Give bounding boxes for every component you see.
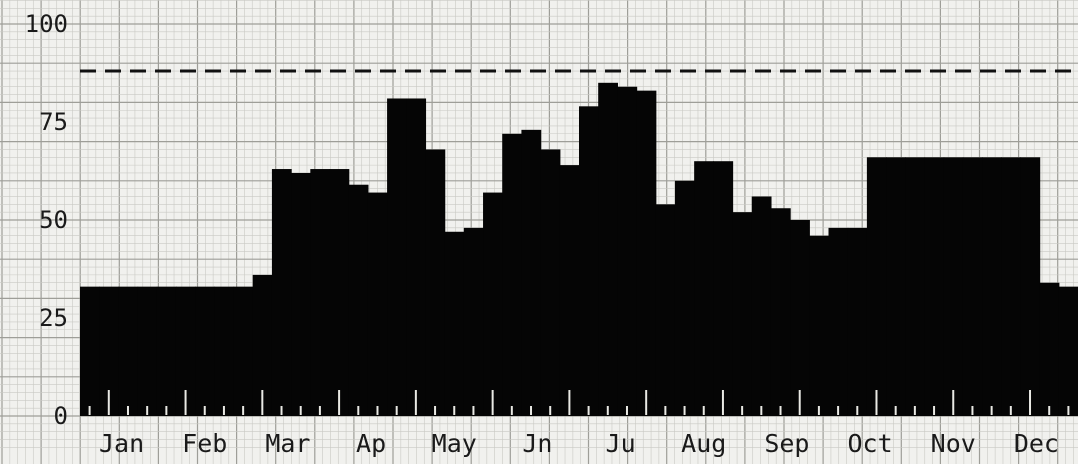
bar: [521, 129, 542, 416]
bar: [252, 274, 273, 416]
x-tick-label: May: [432, 429, 477, 458]
bar: [118, 286, 139, 416]
bar: [367, 192, 388, 416]
x-tick-label: Ju: [606, 429, 636, 458]
bar: [271, 169, 292, 416]
bar: [636, 90, 657, 416]
bar: [463, 227, 484, 416]
bar: [847, 227, 868, 416]
bars: [80, 82, 1078, 417]
bar: [195, 286, 215, 416]
bar: [483, 192, 503, 416]
x-tick-label: Nov: [931, 429, 976, 458]
bar: [291, 172, 311, 416]
week-ticks: [88, 390, 1070, 415]
y-axis-labels: 0 25 50 75 100: [25, 10, 68, 430]
bar: [1058, 286, 1078, 416]
bar: [617, 86, 638, 416]
x-tick-label: Aug: [681, 429, 726, 458]
bar: [99, 286, 119, 416]
x-tick-label: Mar: [265, 429, 310, 458]
bar: [886, 157, 906, 416]
bar: [175, 286, 196, 416]
bar: [924, 157, 945, 416]
y-tick-label: 75: [39, 108, 68, 136]
bar: [559, 165, 580, 416]
bar: [982, 157, 1002, 416]
bar: [137, 286, 158, 416]
bar: [809, 235, 830, 416]
bar: [502, 133, 523, 416]
bar: [751, 196, 772, 416]
bar: [674, 180, 695, 416]
bar: [694, 161, 714, 416]
bar: [1039, 282, 1060, 416]
bar: [579, 106, 599, 416]
bar: [310, 169, 331, 416]
x-tick-label: Oct: [848, 429, 893, 458]
bar: [80, 286, 100, 416]
bar: [348, 184, 369, 416]
bar: [1001, 157, 1022, 416]
bar: [406, 98, 427, 416]
bar: [905, 157, 926, 416]
x-tick-label: Jn: [522, 429, 552, 458]
bar: [425, 149, 446, 416]
bar: [1020, 157, 1041, 416]
x-tick-label: Dec: [1014, 429, 1059, 458]
bar: [790, 220, 810, 416]
bar: [598, 82, 618, 417]
bar: [866, 157, 887, 416]
bar: [828, 227, 849, 416]
y-tick-label: 100: [25, 10, 68, 38]
bar: [156, 286, 177, 416]
bar: [770, 208, 791, 416]
x-tick-label: Sep: [764, 429, 809, 458]
bar: [962, 157, 983, 416]
bar: [713, 161, 734, 416]
y-tick-label: 0: [54, 402, 68, 430]
x-axis-labels: Jan Feb Mar Ap May Jn Ju Aug Sep Oct Nov Dec: [99, 429, 1059, 458]
bar: [540, 149, 561, 416]
x-tick-label: Jan: [99, 429, 144, 458]
bar: [214, 286, 235, 416]
bar: [943, 157, 964, 416]
x-tick-label: Feb: [182, 429, 227, 458]
y-tick-label: 50: [39, 206, 68, 234]
y-tick-label: 25: [39, 304, 68, 332]
bar: [329, 169, 350, 416]
x-tick-label: Ap: [356, 429, 386, 458]
bar: [732, 212, 753, 416]
bar: [387, 98, 407, 416]
bar: [444, 231, 465, 416]
bar: [655, 204, 676, 416]
bar: [233, 286, 254, 416]
